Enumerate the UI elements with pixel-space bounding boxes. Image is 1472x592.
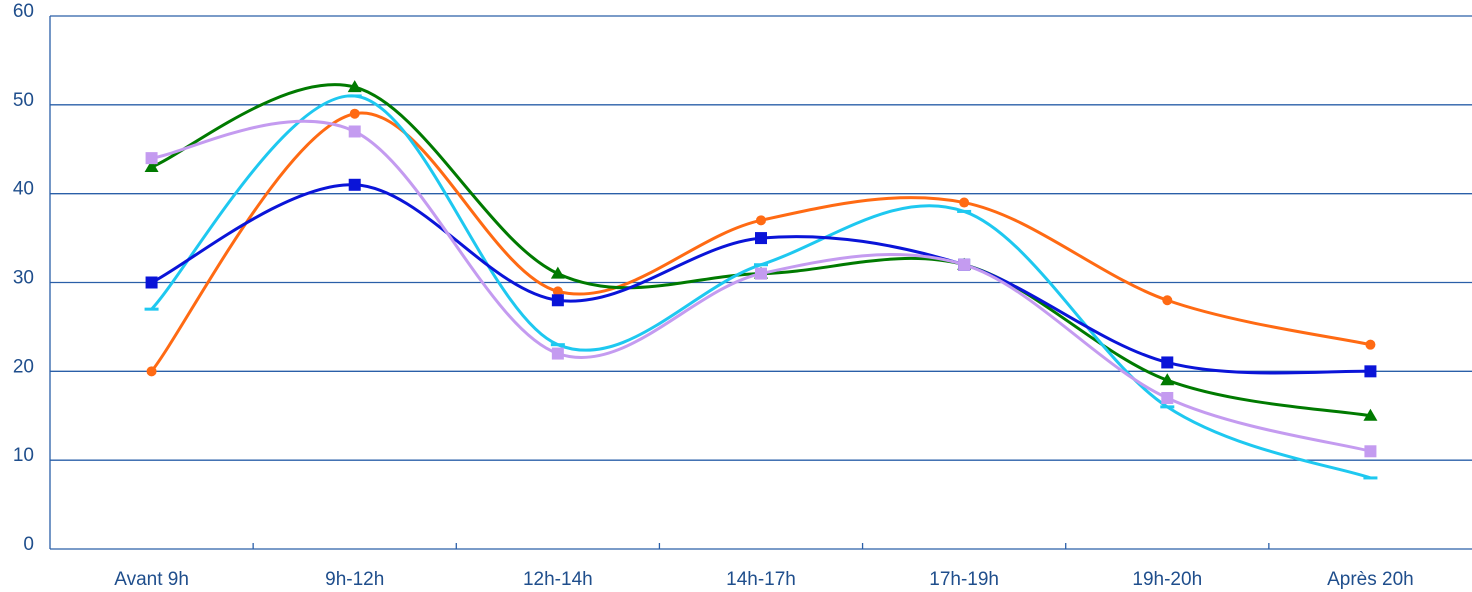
x-tick-label: 9h-12h (325, 569, 384, 590)
y-tick-label: 30 (13, 268, 34, 289)
point (145, 152, 158, 165)
point (552, 286, 563, 297)
point (144, 160, 159, 173)
point (144, 307, 159, 311)
point (754, 263, 768, 267)
point (1364, 445, 1377, 458)
x-tick-label: Avant 9h (114, 569, 189, 590)
point (348, 125, 361, 138)
y-tick-label: 20 (13, 356, 34, 377)
y-tick-label: 60 (13, 1, 34, 22)
x-tick-label: 17h-19h (929, 569, 999, 590)
point (958, 258, 971, 271)
point (349, 108, 360, 119)
line (150, 94, 1371, 480)
x-tick-label: 14h-17h (726, 569, 796, 590)
point (1160, 373, 1175, 386)
x-tick-label: 12h-14h (523, 569, 593, 590)
point (550, 343, 565, 347)
point (1161, 391, 1174, 404)
point (146, 366, 157, 377)
point (551, 294, 564, 307)
point (1363, 408, 1378, 421)
point (959, 197, 970, 208)
point (1365, 339, 1376, 350)
x-tick-label: Après 20h (1327, 569, 1414, 590)
point (145, 276, 158, 289)
point (755, 232, 767, 245)
y-tick-label: 50 (13, 90, 34, 111)
line (150, 111, 1371, 373)
point (957, 209, 972, 213)
point (550, 266, 565, 279)
point (756, 215, 766, 226)
point (551, 347, 564, 360)
point (1161, 356, 1174, 369)
point (755, 267, 767, 280)
y-tick-label: 40 (13, 179, 34, 200)
point (1162, 295, 1173, 306)
y-tick-label: 0 (23, 534, 34, 555)
point (1160, 405, 1175, 409)
point (1364, 365, 1377, 378)
y-tick-label: 10 (13, 445, 34, 466)
point (347, 94, 362, 98)
x-tick-label: 19h-20h (1132, 569, 1202, 590)
line (151, 119, 1371, 453)
point (348, 178, 361, 191)
point (347, 80, 362, 93)
point (1363, 476, 1378, 480)
